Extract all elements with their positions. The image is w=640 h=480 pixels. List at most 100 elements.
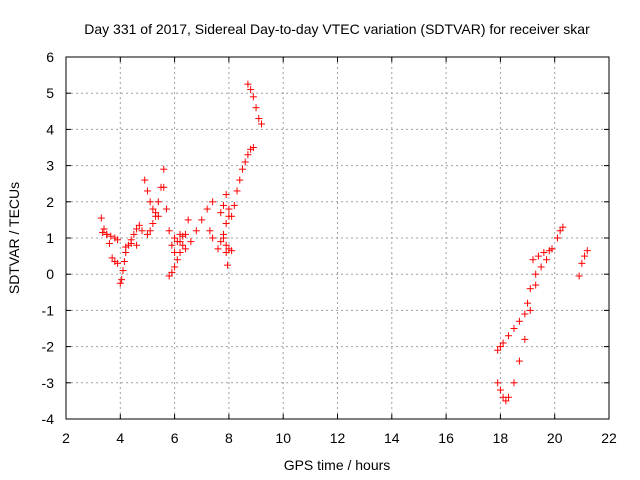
data-point: [532, 270, 540, 278]
data-point: [176, 238, 184, 246]
data-point: [149, 220, 157, 228]
data-point: [119, 267, 127, 275]
series-arc-r: [529, 245, 556, 264]
data-point: [162, 205, 170, 213]
data-point: [108, 254, 116, 262]
series-arc-o: [222, 248, 232, 269]
data-point: [505, 332, 513, 340]
data-point: [187, 238, 195, 246]
data-point: [209, 234, 217, 242]
data-point: [575, 272, 583, 280]
data-point: [133, 225, 141, 233]
data-point: [532, 281, 540, 289]
data-point: [238, 165, 246, 173]
data-point: [534, 252, 542, 260]
data-point: [217, 238, 225, 246]
data-point: [107, 232, 115, 240]
data-point: [100, 225, 108, 233]
data-point: [510, 325, 518, 332]
data-point: [138, 227, 146, 235]
data-point: [515, 317, 523, 325]
data-point: [499, 339, 507, 347]
y-tick-label: -1: [42, 302, 55, 318]
y-tick-label: -2: [42, 339, 55, 355]
data-point: [181, 230, 189, 238]
data-point: [149, 205, 157, 213]
data-point: [583, 247, 591, 255]
data-point: [179, 241, 187, 249]
data-point: [521, 335, 529, 343]
data-point: [496, 386, 504, 394]
x-tick-label: 2: [62, 430, 70, 446]
data-point: [176, 248, 184, 256]
data-point: [154, 198, 162, 206]
data-point: [219, 234, 227, 242]
data-point: [171, 234, 179, 242]
series-arc-p: [494, 270, 540, 354]
series-arc-c: [116, 221, 143, 287]
data-point: [160, 165, 168, 173]
y-tick-label: 6: [46, 49, 54, 65]
data-point: [225, 205, 233, 213]
data-point: [165, 272, 173, 280]
data-point: [152, 212, 160, 220]
data-point: [192, 227, 200, 235]
data-point: [122, 243, 130, 251]
data-point: [494, 379, 502, 387]
data-point: [249, 144, 257, 151]
chart-title: Day 331 of 2017, Sidereal Day-to-day VTE…: [84, 21, 590, 37]
data-point: [219, 201, 227, 209]
data-point: [146, 227, 154, 235]
series-arc-s: [575, 247, 591, 280]
data-point: [116, 279, 124, 287]
data-point: [141, 176, 149, 184]
data-point: [99, 229, 107, 237]
data-point: [502, 397, 510, 405]
data-point: [236, 176, 244, 184]
y-tick-label: -3: [42, 375, 55, 391]
data-point: [537, 263, 545, 271]
data-point: [173, 256, 181, 264]
data-point: [165, 227, 173, 235]
data-point: [203, 205, 211, 213]
data-point: [257, 120, 265, 128]
data-point: [114, 259, 122, 267]
y-axis-label: SDTVAR / TECUs: [6, 182, 22, 294]
y-tick-label: 1: [46, 230, 54, 246]
data-point: [222, 248, 230, 256]
data-point: [146, 198, 154, 206]
data-point: [143, 230, 151, 238]
data-point: [559, 223, 567, 231]
data-point: [127, 239, 135, 247]
data-point: [130, 230, 138, 238]
x-axis-label: GPS time / hours: [284, 457, 391, 473]
data-point: [103, 230, 111, 238]
data-point: [181, 245, 189, 253]
x-tick-label: 4: [116, 430, 124, 446]
series-arc-d: [122, 239, 141, 251]
data-point: [526, 306, 534, 314]
data-point: [105, 239, 113, 247]
data-point: [224, 261, 232, 269]
y-tick-label: 3: [46, 158, 54, 174]
y-tick-label: 0: [46, 266, 54, 282]
data-point: [505, 393, 513, 401]
data-point: [209, 198, 217, 206]
x-tick-label: 20: [547, 430, 563, 446]
data-point: [578, 259, 586, 267]
x-tick-label: 16: [438, 430, 454, 446]
data-point: [228, 247, 236, 255]
data-point: [548, 245, 556, 253]
grid-layer: [66, 57, 609, 419]
data-point: [244, 80, 252, 88]
data-point: [222, 220, 230, 228]
data-point: [556, 227, 564, 235]
data-point: [540, 248, 548, 256]
data-point: [143, 187, 151, 195]
data-point: [581, 252, 589, 260]
series-arc-q: [494, 223, 567, 405]
data-point: [526, 285, 534, 293]
data-point: [118, 276, 126, 284]
series-arc-b: [99, 229, 122, 244]
data-point: [496, 343, 504, 351]
